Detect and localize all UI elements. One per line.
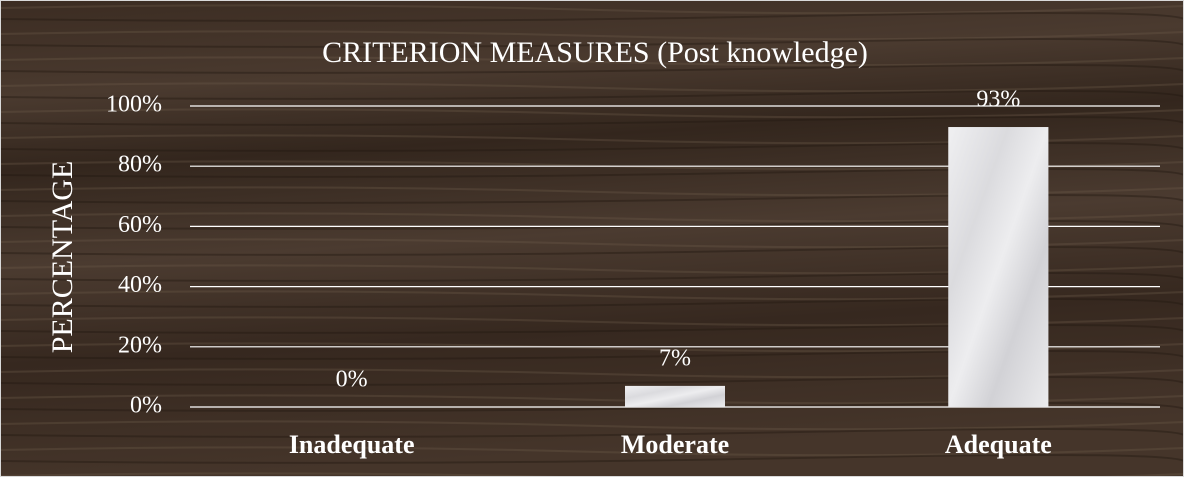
data-label: 0% <box>336 367 368 393</box>
y-tick-label: 100% <box>106 92 162 118</box>
x-tick-label: Adequate <box>945 430 1052 459</box>
bar-texture <box>625 385 725 407</box>
bar-texture <box>948 127 1049 407</box>
data-label: 7% <box>659 345 691 371</box>
y-tick-label: 40% <box>118 272 162 298</box>
y-axis-label: PERCENTAGE <box>46 161 79 354</box>
y-tick-label: 60% <box>118 212 162 238</box>
y-tick-label: 20% <box>118 332 162 358</box>
y-tick-label: 80% <box>118 152 162 178</box>
data-label: 93% <box>976 87 1020 113</box>
y-tick-label: 0% <box>130 393 162 419</box>
x-tick-label: Inadequate <box>289 430 415 459</box>
x-tick-label: Moderate <box>621 430 729 459</box>
chart-title: CRITERION MEASURES (Post knowledge) <box>322 36 868 69</box>
